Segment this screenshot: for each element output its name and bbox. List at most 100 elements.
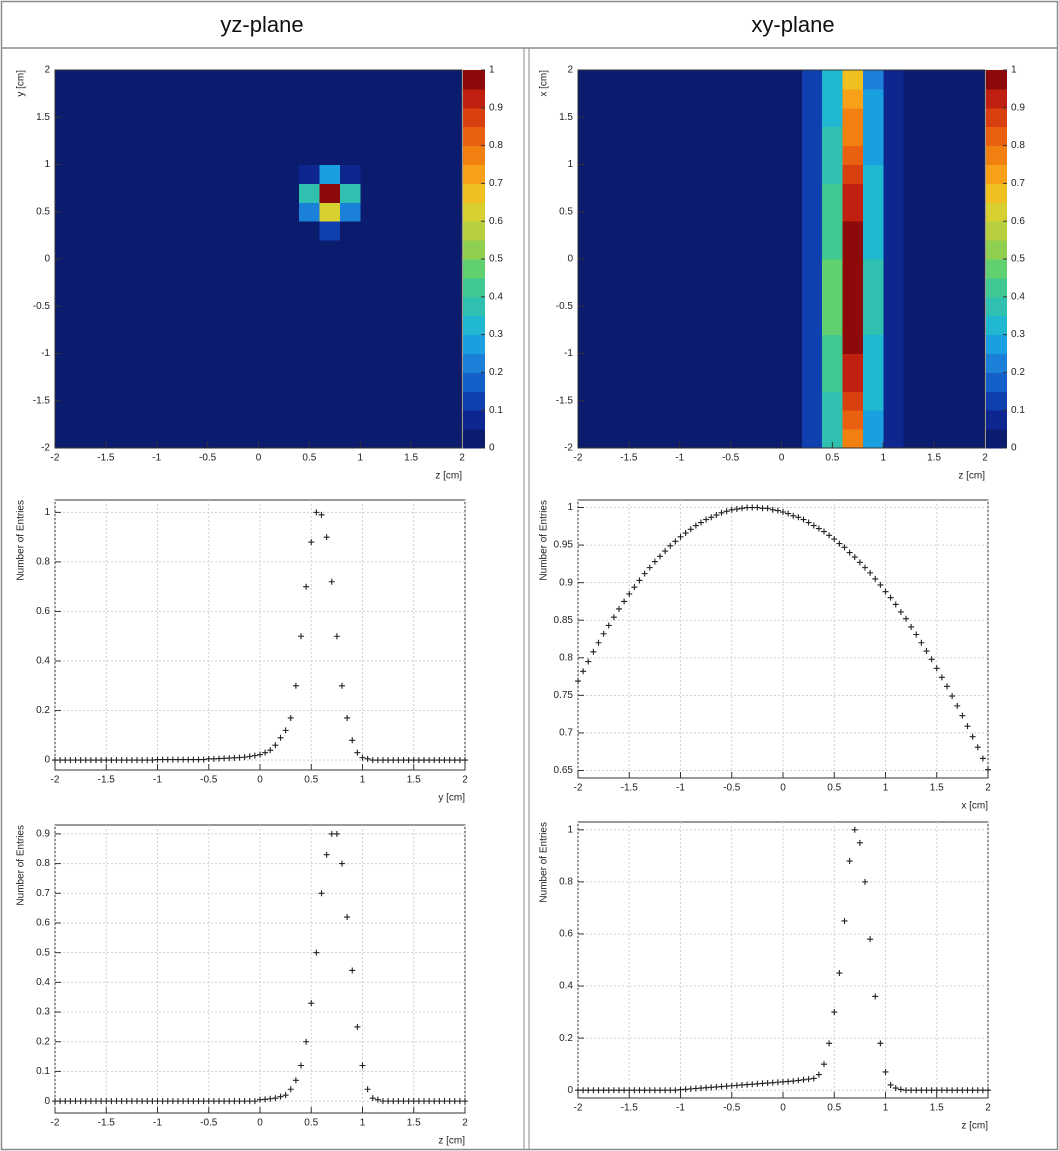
heatmap-cell	[380, 183, 402, 203]
heatmap-cell	[177, 221, 198, 241]
heatmap-cell	[400, 70, 422, 90]
marker	[677, 1086, 684, 1093]
x-tick-label: -2	[574, 783, 583, 794]
heatmap-cell	[761, 183, 782, 203]
marker	[272, 1095, 279, 1102]
heatmap-cell	[578, 334, 599, 354]
heatmap-cell	[903, 429, 925, 449]
heatmap-cell	[720, 296, 742, 317]
heatmap-cell	[258, 429, 280, 449]
heatmap-cell	[659, 334, 681, 354]
heatmap-cell	[822, 164, 844, 184]
heatmap-cell	[618, 429, 640, 449]
marker	[636, 577, 643, 584]
heatmap-cell	[421, 126, 443, 147]
marker	[672, 1087, 679, 1094]
marker	[287, 714, 294, 721]
marker	[267, 1095, 274, 1102]
x-tick-label: -1	[153, 1118, 162, 1129]
colorbar-band	[463, 126, 485, 147]
marker	[241, 754, 248, 761]
heatmap-cell	[923, 183, 945, 203]
heatmap-cell	[883, 259, 905, 279]
x-tick-label: 0.5	[302, 453, 316, 464]
heatmap-cell	[944, 164, 966, 184]
marker	[436, 757, 443, 764]
heatmap-cell	[360, 259, 382, 279]
heatmap-cell	[258, 259, 280, 279]
heatmap-cell	[258, 372, 280, 392]
heatmap-cell	[801, 107, 823, 128]
heatmap-cell	[761, 240, 782, 260]
heatmap-cell	[923, 391, 945, 411]
heatmap-cell	[197, 221, 219, 241]
heatmap-cell	[822, 202, 844, 222]
marker	[610, 614, 617, 621]
marker	[728, 506, 735, 513]
x-tick-label: -1.5	[97, 453, 115, 464]
x-tick-label: 1.5	[407, 775, 421, 786]
heatmap-cell	[360, 202, 382, 222]
heatmap-cell	[659, 164, 681, 184]
heatmap-cell	[822, 240, 844, 260]
marker	[410, 757, 417, 764]
marker	[749, 1081, 756, 1088]
heatmap-cell	[380, 353, 402, 373]
marker	[718, 1083, 725, 1090]
heatmap-cell	[944, 353, 966, 373]
heatmap-cell	[238, 88, 259, 109]
heatmap-cell	[380, 88, 402, 109]
heatmap-cell	[679, 164, 701, 184]
marker	[441, 757, 448, 764]
marker	[205, 1098, 212, 1105]
heatmap-cell	[278, 126, 300, 147]
marker	[251, 752, 258, 759]
heatmap-cell	[258, 107, 280, 128]
heatmap-cell	[659, 410, 681, 430]
marker	[400, 1098, 407, 1105]
heatmap-cell	[700, 277, 721, 298]
heatmap-cell	[197, 334, 219, 354]
heatmap-cell	[659, 202, 681, 222]
heatmap-cell	[801, 353, 823, 373]
marker	[426, 757, 433, 764]
heatmap-cell	[862, 107, 884, 128]
colorbar-band	[986, 145, 1007, 165]
marker	[657, 1087, 663, 1094]
heatmap-cell	[883, 88, 905, 109]
heatmap-cell	[578, 410, 599, 430]
y-tick-label: 0.8	[36, 858, 50, 869]
heatmap-cell	[659, 315, 681, 336]
heatmap-cell	[598, 277, 620, 298]
marker	[641, 1087, 648, 1094]
heatmap-cell	[136, 334, 158, 354]
heatmap-cell	[421, 410, 443, 430]
heatmap-cell	[136, 372, 158, 392]
y-tick-label: 1	[567, 159, 573, 170]
heatmap-cell	[400, 145, 422, 165]
heatmap-cell	[217, 410, 239, 430]
heatmap-cell	[598, 410, 620, 430]
heatmap-cell	[339, 88, 361, 109]
y-tick-label: 0.7	[559, 728, 573, 739]
heatmap-cell	[598, 88, 620, 109]
x-tick-label: 1	[880, 453, 886, 464]
heatmap-cell	[238, 164, 259, 184]
heatmap-cell	[822, 183, 844, 203]
y-tick-label: -2	[564, 443, 573, 454]
heatmap-cell	[842, 259, 864, 279]
heatmap-cell	[156, 259, 178, 279]
heatmap-cell	[801, 202, 823, 222]
heatmap-cell	[421, 315, 443, 336]
heatmap-cell	[659, 259, 681, 279]
marker	[713, 512, 720, 519]
heatmap-cell	[299, 221, 321, 241]
heatmap-cell	[923, 145, 945, 165]
x-tick-label: -2	[51, 453, 60, 464]
heatmap-cell	[923, 296, 945, 317]
heatmap-cell	[598, 70, 620, 90]
heatmap-cell	[380, 410, 402, 430]
heatmap-cell	[618, 202, 640, 222]
marker	[585, 658, 592, 665]
